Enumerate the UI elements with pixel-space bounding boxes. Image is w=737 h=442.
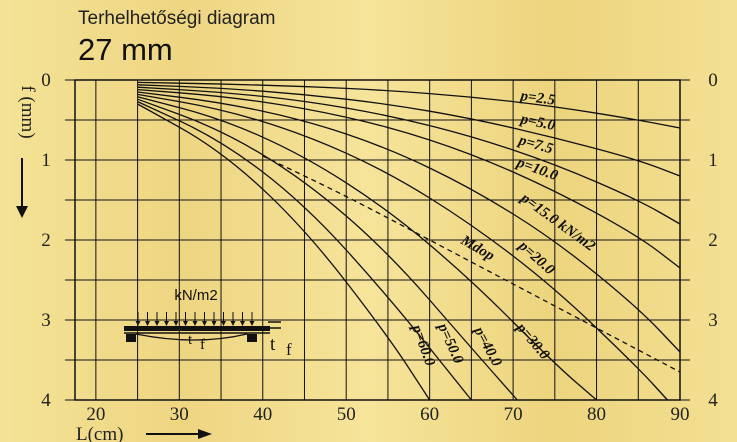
series-line-p-7-5 bbox=[137, 86, 681, 225]
x-tick-label: 60 bbox=[420, 404, 439, 425]
series-line-p-15-0-kn-m2 bbox=[137, 91, 681, 353]
deflection-symbol: t bbox=[188, 332, 193, 348]
y-tick-label-left: 0 bbox=[41, 70, 51, 91]
y-tick-label-right: 0 bbox=[708, 70, 718, 91]
chart-title: Terhelhetőségi diagram bbox=[78, 8, 276, 29]
series-line-p-50-0 bbox=[137, 101, 472, 401]
x-tick-label: 30 bbox=[170, 404, 189, 425]
load-arrow-head bbox=[183, 321, 188, 326]
thickness-label: f bbox=[286, 340, 292, 359]
load-arrow-head bbox=[145, 321, 150, 326]
series-label: Mdop bbox=[457, 232, 497, 265]
series-label: p=7.5 bbox=[515, 132, 555, 158]
left-support bbox=[126, 334, 136, 342]
axis-ticks: 20 30 40 50 60 70 80 90 0 0 1 1 2 2 3 3 4 4 bbox=[41, 70, 718, 425]
x-tick-label: 50 bbox=[337, 404, 356, 425]
load-arrow-head bbox=[164, 321, 169, 326]
load-arrow-head bbox=[249, 321, 255, 326]
load-arrow-head bbox=[135, 321, 141, 326]
series-line-p-60-0 bbox=[137, 103, 431, 401]
x-axis-label: L(cm) bbox=[76, 424, 123, 442]
load-arrow-head bbox=[192, 321, 198, 326]
curve-labels: p=2.5p=5.0p=7.5p=10.0p=15.0 kN/m2p=20.0p… bbox=[408, 88, 599, 370]
x-tick-label: 20 bbox=[86, 404, 105, 425]
series-line-p-40-0 bbox=[137, 98, 518, 401]
y-tick-label-left: 3 bbox=[41, 310, 51, 331]
series-line-p-30-0 bbox=[137, 96, 597, 401]
load-arrow-head bbox=[173, 321, 179, 326]
x-tick-label: 70 bbox=[504, 404, 523, 425]
series-line-p-10-0 bbox=[137, 88, 681, 269]
load-arrow-head bbox=[240, 321, 245, 326]
y-axis-label: f (mm) bbox=[17, 85, 38, 138]
load-arrows bbox=[135, 312, 255, 326]
deflected-shape bbox=[135, 333, 248, 341]
x-axis-arrow-head bbox=[198, 429, 212, 439]
series-label: p=2.5 bbox=[517, 88, 556, 109]
y-tick-label-left: 2 bbox=[41, 230, 51, 251]
load-arrow-head bbox=[202, 321, 207, 326]
series-line-p-2-5 bbox=[137, 81, 681, 129]
x-tick-label: 40 bbox=[253, 404, 272, 425]
deflection-label: f bbox=[200, 337, 205, 353]
load-arrow-head bbox=[211, 321, 217, 326]
load-arrow-head bbox=[221, 321, 226, 326]
curves bbox=[137, 81, 681, 401]
series-label: p=20.0 bbox=[514, 237, 558, 279]
y-tick-label-right: 4 bbox=[708, 390, 718, 411]
y-axis-arrow-head bbox=[16, 206, 28, 218]
series-line-p-5-0 bbox=[137, 84, 681, 177]
y-tick-label-right: 2 bbox=[708, 230, 718, 251]
load-label: kN/m2 bbox=[174, 287, 217, 304]
y-tick-label-right: 1 bbox=[708, 150, 718, 171]
y-tick-label-left: 1 bbox=[41, 150, 51, 171]
beam bbox=[124, 326, 270, 331]
series-label: p=5.0 bbox=[517, 111, 557, 134]
right-support bbox=[247, 334, 257, 342]
plot-frame bbox=[74, 79, 681, 401]
x-tick-label: 90 bbox=[671, 404, 690, 425]
thickness-symbol: t bbox=[270, 334, 276, 355]
beam-diagram: kN/m2 t f t f bbox=[124, 287, 292, 359]
load-arrow-head bbox=[230, 321, 236, 326]
series-line-mdop bbox=[262, 155, 681, 373]
series-label: p=30.0 bbox=[512, 319, 553, 364]
y-tick-label-left: 4 bbox=[41, 390, 51, 411]
load-arrow-head bbox=[154, 321, 160, 326]
chart-subtitle: 27 mm bbox=[78, 32, 173, 67]
series-line-p-20-0 bbox=[137, 93, 668, 401]
series-label: p=60.0 bbox=[408, 321, 438, 369]
y-tick-label-right: 3 bbox=[708, 310, 718, 331]
series-label: p=40.0 bbox=[470, 323, 505, 370]
x-tick-label: 80 bbox=[587, 404, 606, 425]
